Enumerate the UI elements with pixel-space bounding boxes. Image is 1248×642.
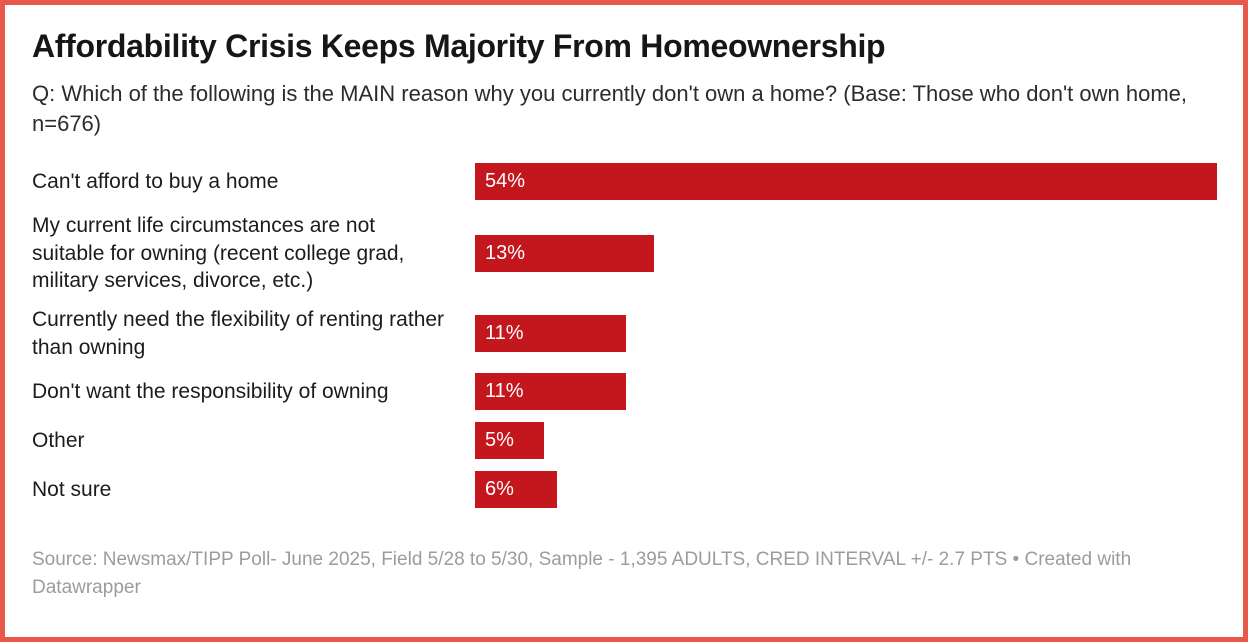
bar: 11% xyxy=(475,372,627,410)
source-text: Source: Newsmax/TIPP Poll- June 2025, Fi… xyxy=(32,548,1008,570)
bar-track: 54% xyxy=(475,163,1217,201)
chart-row: Currently need the flexibility of rentin… xyxy=(32,306,1217,361)
bar: 54% xyxy=(475,163,1217,201)
bar-value-label: 11% xyxy=(485,379,524,402)
bar-track: 13% xyxy=(475,234,1217,272)
bar-chart: Can't afford to buy a home 54% My curren… xyxy=(32,163,1217,508)
bar-value-label: 13% xyxy=(485,241,526,264)
chart-row: My current life circumstances are not su… xyxy=(32,212,1217,294)
datawrapper-credit-link[interactable]: Created with Datawrapper xyxy=(32,548,1132,598)
chart-subtitle: Q: Which of the following is the MAIN re… xyxy=(32,80,1188,137)
bar-value-label: 11% xyxy=(485,322,524,345)
bar: 11% xyxy=(475,315,627,353)
category-label: Other xyxy=(32,428,85,452)
bar-value-label: 54% xyxy=(485,170,526,193)
bar-track: 5% xyxy=(475,421,1217,459)
category-label: Not sure xyxy=(32,477,112,501)
bar: 6% xyxy=(475,470,558,508)
chart-row: Don't want the responsibility of owning … xyxy=(32,372,1217,410)
chart-title: Affordability Crisis Keeps Majority From… xyxy=(32,28,886,64)
category-label: My current life circumstances are not su… xyxy=(32,214,405,293)
bar-value-label: 5% xyxy=(485,428,514,451)
category-label: Can't afford to buy a home xyxy=(32,170,279,194)
chart-row: Can't afford to buy a home 54% xyxy=(32,163,1217,201)
chart-row: Other 5% xyxy=(32,421,1217,459)
category-label: Currently need the flexibility of rentin… xyxy=(32,308,445,359)
bar-track: 11% xyxy=(475,315,1217,353)
category-label: Don't want the responsibility of owning xyxy=(32,379,389,403)
source-note: Source: Newsmax/TIPP Poll- June 2025, Fi… xyxy=(32,546,1217,601)
bar: 5% xyxy=(475,421,544,459)
bar-track: 6% xyxy=(475,470,1217,508)
bar: 13% xyxy=(475,234,654,272)
source-separator: • xyxy=(1012,548,1020,570)
bar-value-label: 6% xyxy=(485,477,514,500)
bar-track: 11% xyxy=(475,372,1217,410)
chart-row: Not sure 6% xyxy=(32,470,1217,508)
